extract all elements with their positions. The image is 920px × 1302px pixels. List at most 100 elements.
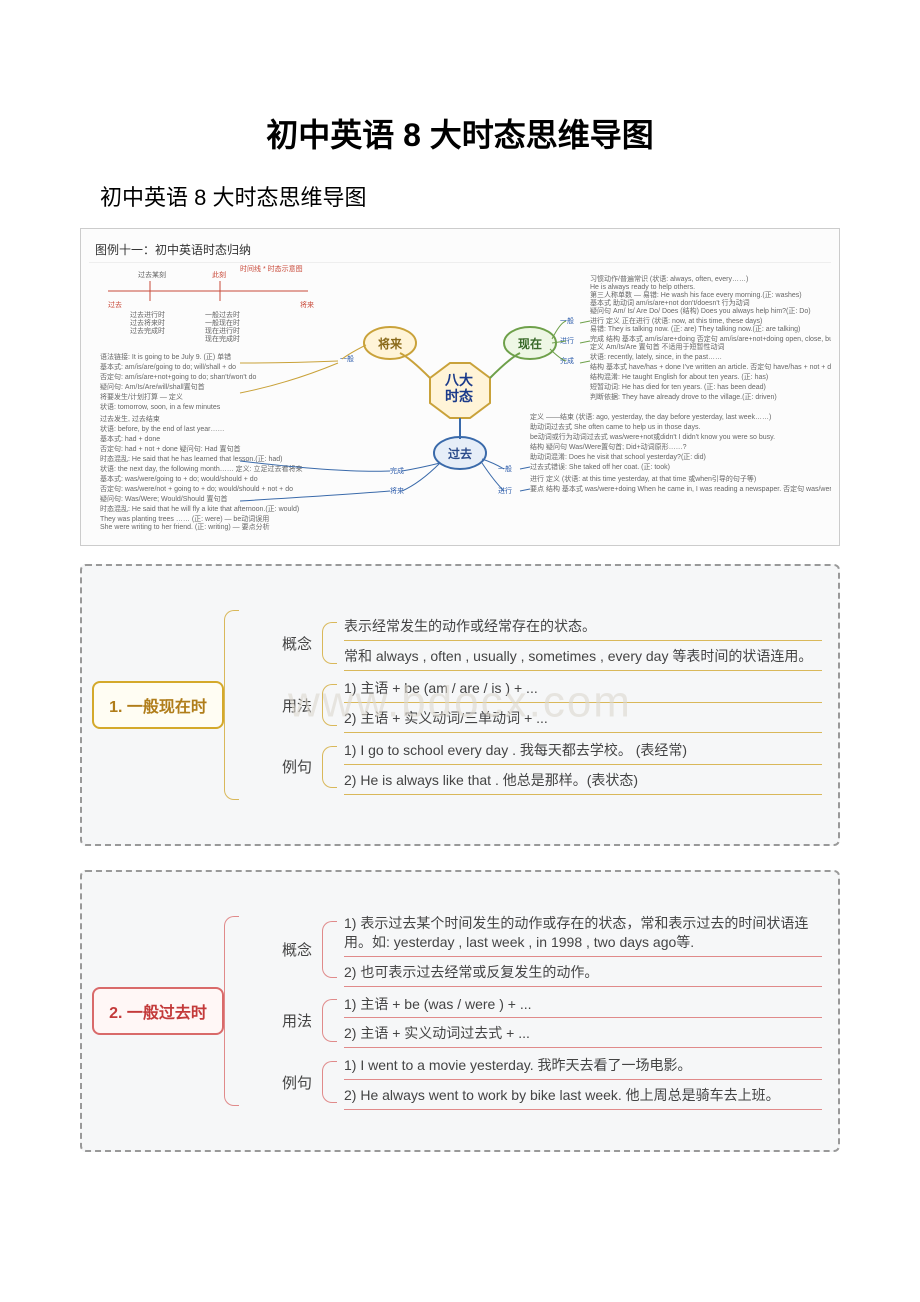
timeline-future: 将来 <box>300 300 314 309</box>
svg-text:疑问句 Am/ Is/ Are Do/ Does (结构: 疑问句 Am/ Is/ Are Do/ Does (结构) Does you a… <box>590 306 811 315</box>
branch-label: 例句 <box>260 1072 322 1093</box>
svg-text:定义 Am/Is/Are 置句首 不适用于短暂性动词: 定义 Am/Is/Are 置句首 不适用于短暂性动词 <box>590 342 725 351</box>
svg-text:过去完成时: 过去完成时 <box>130 326 165 335</box>
svg-text:完成: 完成 <box>560 356 574 365</box>
svg-text:完成 结构 基本式 am/is/are+doing 否定句: 完成 结构 基本式 am/is/are+doing 否定句 am/is/are+… <box>590 334 831 343</box>
connector-icon <box>322 1054 344 1110</box>
svg-text:将要发生/计划打算 — 定义: 将要发生/计划打算 — 定义 <box>100 392 183 401</box>
page-subtitle: 初中英语 8 大时态思维导图 <box>80 180 840 212</box>
connector-icon <box>322 912 344 987</box>
branch-label: 概念 <box>260 633 322 654</box>
branch-row: 用法 1) 主语 + be (was / were ) + ... 2) 主语 … <box>260 993 822 1049</box>
leaf-text: 2) 主语 + 实义动词/三单动词 + ... <box>344 707 822 733</box>
hub-past: 过去 <box>448 446 472 461</box>
svg-text:进行 定义 正在进行 (状语: now, at this t: 进行 定义 正在进行 (状语: now, at this time, these… <box>590 316 762 325</box>
tense-root: 2. 一般过去时 <box>92 987 224 1035</box>
svg-text:基本式 助动词 am/is/are+not don't/d: 基本式 助动词 am/is/are+not don't/doesn't 行为动词 <box>590 298 750 307</box>
svg-text:过去进行时: 过去进行时 <box>130 310 165 319</box>
branch-label: 概念 <box>260 939 322 960</box>
svg-text:They was planting trees …… (正:: They was planting trees …… (正: were) — b… <box>100 514 269 523</box>
branch-row: 概念 表示经常发生的动作或经常存在的状态。 常和 always , often … <box>260 615 822 671</box>
branch-row: 例句 1) I went to a movie yesterday. 我昨天去看… <box>260 1054 822 1110</box>
timeline-past: 过去 <box>108 300 122 309</box>
svg-text:进行 定义 (状语: at this time yester: 进行 定义 (状语: at this time yesterday, at th… <box>530 474 756 483</box>
svg-text:一般过去时: 一般过去时 <box>205 310 240 319</box>
svg-text:语法链接: It is going to be July 9: 语法链接: It is going to be July 9. (正) 单错 <box>100 352 231 361</box>
svg-text:状语: recently, lately, since, i: 状语: recently, lately, since, in the past… <box>590 352 722 361</box>
branch-label: 用法 <box>260 1010 322 1031</box>
svg-text:过去将来时: 过去将来时 <box>130 318 165 327</box>
overview-diagram: 图例十一：初中英语时态归纳 过去 将来 此刻 过去某刻 时间线 * 时态示意图 … <box>80 228 840 546</box>
svg-text:时态混乱: He said that he has lear: 时态混乱: He said that he has learned that l… <box>100 454 282 463</box>
svg-text:He is always ready to help oth: He is always ready to help others. <box>590 284 695 291</box>
svg-text:一般现在时: 一般现在时 <box>205 318 240 327</box>
branch-label: 例句 <box>260 756 322 777</box>
svg-text:疑问句: Am/Is/Are/will/shall置句首: 疑问句: Am/Is/Are/will/shall置句首 <box>100 382 205 391</box>
overview-svg: 过去 将来 此刻 过去某刻 时间线 * 时态示意图 过去进行时 过去将来时 过去… <box>89 263 831 533</box>
branch-label: 用法 <box>260 695 322 716</box>
connector-icon <box>322 615 344 671</box>
connector-icon <box>322 739 344 795</box>
branch-row: 概念 1) 表示过去某个时间发生的动作或存在的状态，常和表示过去的时间状语连用。… <box>260 912 822 987</box>
leaf-text: 1) 主语 + be (was / were ) + ... <box>344 993 822 1019</box>
tense-root: 1. 一般现在时 <box>92 681 224 729</box>
leaf-text: 2) He is always like that . 他总是那样。(表状态) <box>344 769 822 795</box>
svg-text:易错: They is talking now. (正: a: 易错: They is talking now. (正: are) They t… <box>590 324 800 333</box>
leaf-text: 1) I went to a movie yesterday. 我昨天去看了一场… <box>344 1054 822 1080</box>
svg-text:基本式: had + done: 基本式: had + done <box>100 434 160 443</box>
svg-text:She were writing to her friend: She were writing to her friend. (正: writ… <box>100 522 270 531</box>
tense-card-past-simple: 2. 一般过去时 概念 1) 表示过去某个时间发生的动作或存在的状态，常和表示过… <box>80 870 840 1152</box>
connector-icon <box>322 993 344 1049</box>
timeline-caption: 时间线 * 时态示意图 <box>240 264 303 273</box>
leaf-text: 表示经常发生的动作或经常存在的状态。 <box>344 615 822 641</box>
center-node: 八大 <box>444 372 473 388</box>
svg-text:短暂动词: He has died for ten year: 短暂动词: He has died for ten years. (正: has… <box>590 382 766 391</box>
hub-present: 现在 <box>518 336 542 351</box>
svg-text:状语: the next day, the followin: 状语: the next day, the following month…… … <box>100 464 303 473</box>
svg-text:时态混乱: He said that he will fly: 时态混乱: He said that he will fly a kite th… <box>100 504 299 513</box>
svg-text:进行: 进行 <box>560 336 574 345</box>
hub-future: 将来 <box>378 336 403 351</box>
svg-text:状语: tomorrow, soon, in a few m: 状语: tomorrow, soon, in a few minutes <box>100 402 221 411</box>
overview-header: 图例十一：初中英语时态归纳 <box>89 237 831 263</box>
svg-text:助动词过去式 She often came to help: 助动词过去式 She often came to help us in thos… <box>530 422 700 431</box>
svg-text:习惯动作/普遍常识 (状语: always, often,: 习惯动作/普遍常识 (状语: always, often, every……) <box>590 274 748 283</box>
svg-text:be动词或行为动词过去式 was/were+not或did: be动词或行为动词过去式 was/were+not或didn't I didn'… <box>530 432 775 441</box>
leaf-text: 2) He always went to work by bike last w… <box>344 1084 822 1110</box>
svg-text:判断依据: They have already drove: 判断依据: They have already drove to the vil… <box>590 392 777 401</box>
svg-text:基本式: was/were/going to + do; w: 基本式: was/were/going to + do; would/shoul… <box>100 474 258 483</box>
svg-text:现在完成时: 现在完成时 <box>205 334 240 343</box>
svg-text:状语: before, by the end of last: 状语: before, by the end of last year…… <box>100 424 225 433</box>
svg-text:助动词混淆: Does he visit that scho: 助动词混淆: Does he visit that school yesterd… <box>530 452 706 461</box>
connector-icon <box>224 886 246 1136</box>
svg-text:第三人称单数 — 易错: He wash his face: 第三人称单数 — 易错: He wash his face every morn… <box>590 290 802 299</box>
leaf-text: 1) I go to school every day . 我每天都去学校。 (… <box>344 739 822 765</box>
leaf-text: 2) 也可表示过去经常或反复发生的动作。 <box>344 961 822 987</box>
svg-text:结构 疑问句 Was/Were置句首; Did+动词原形…: 结构 疑问句 Was/Were置句首; Did+动词原形……? <box>530 442 687 451</box>
connector-icon <box>224 580 246 830</box>
leaf-text: 1) 表示过去某个时间发生的动作或存在的状态，常和表示过去的时间状语连用。如: … <box>344 912 822 957</box>
leaf-text: 常和 always , often , usually , sometimes … <box>344 645 822 671</box>
leaf-text: 1) 主语 + be (am / are / is ) + ... <box>344 677 822 703</box>
document-page: 初中英语 8 大时态思维导图 初中英语 8 大时态思维导图 图例十一：初中英语时… <box>0 0 920 1216</box>
branch-row: 例句 1) I go to school every day . 我每天都去学校… <box>260 739 822 795</box>
branch-area: 概念 1) 表示过去某个时间发生的动作或存在的状态，常和表示过去的时间状语连用。… <box>260 912 822 1110</box>
svg-text:基本式: am/is/are/going to do; wi: 基本式: am/is/are/going to do; will/shall +… <box>100 362 236 371</box>
svg-text:完成: 完成 <box>390 466 404 475</box>
svg-text:否定句: am/is/are+not+going to do: 否定句: am/is/are+not+going to do; shan't/w… <box>100 372 256 381</box>
svg-text:定义 ——结束 (状语: ago, yesterday, t: 定义 ——结束 (状语: ago, yesterday, the day bef… <box>530 412 771 421</box>
svg-text:过去发生, 过去结束: 过去发生, 过去结束 <box>100 414 160 423</box>
svg-text:否定句: had + not + done 疑问句: Ha: 否定句: had + not + done 疑问句: Had 置句首 <box>100 444 240 453</box>
svg-text:现在进行时: 现在进行时 <box>205 326 240 335</box>
svg-text:结构 基本式 have/has + done I've w: 结构 基本式 have/has + done I've written an a… <box>590 362 831 371</box>
branch-row: 用法 1) 主语 + be (am / are / is ) + ... 2) … <box>260 677 822 733</box>
page-title: 初中英语 8 大时态思维导图 <box>80 110 840 156</box>
svg-text:一般: 一般 <box>498 464 512 473</box>
tense-card-present-simple: www.bdocx.com 1. 一般现在时 概念 表示经常发生的动作或经常存在… <box>80 564 840 846</box>
svg-text:结构混淆: He taught English for ab: 结构混淆: He taught English for about ten ye… <box>590 372 768 381</box>
timeline-now: 此刻 <box>212 270 226 279</box>
svg-text:否定句: was/were/not + going to +: 否定句: was/were/not + going to + do; would… <box>100 484 293 493</box>
svg-text:疑问句: Was/Were; Would/Should 置句: 疑问句: Was/Were; Would/Should 置句首 <box>100 494 227 503</box>
svg-text:过去式错误: She taked off her coat.: 过去式错误: She taked off her coat. (正: took) <box>530 462 670 471</box>
connector-icon <box>322 677 344 733</box>
